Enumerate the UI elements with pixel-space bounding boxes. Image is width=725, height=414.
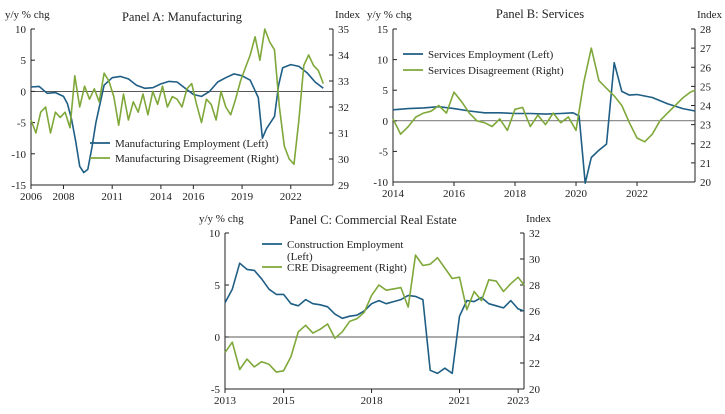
legend-label: Manufacturing Disagreement (Right) xyxy=(115,153,279,165)
right-axis-unit: Index xyxy=(526,213,552,225)
right-axis-unit: Index xyxy=(697,9,723,21)
left-tick-label: -5 xyxy=(379,146,389,158)
panel-c-commercial-real-estate: Panel C: Commercial Real Estate y/y % chg… xyxy=(199,213,552,407)
legend-label: CRE Disagreement (Right) xyxy=(287,262,407,274)
x-tick-label: 2022 xyxy=(280,191,302,203)
right-tick-label: 24 xyxy=(700,101,712,113)
right-tick-label: 24 xyxy=(529,332,541,344)
series-line-employment xyxy=(30,63,324,174)
left-tick-label: 10 xyxy=(15,24,27,36)
right-axis-unit: Index xyxy=(335,9,361,21)
x-tick-label: 2014 xyxy=(150,191,173,203)
left-tick-label: 5 xyxy=(21,55,27,67)
left-tick-label: 5 xyxy=(383,85,389,97)
left-tick-label: -10 xyxy=(373,177,388,189)
right-tick-label: 26 xyxy=(700,62,712,74)
right-tick-label: 35 xyxy=(338,24,350,36)
series-line-disagreement xyxy=(30,28,325,165)
x-tick-label: 2018 xyxy=(504,188,527,200)
panel-title: Panel B: Services xyxy=(496,7,584,21)
right-tick-label: 28 xyxy=(529,280,541,292)
left-tick-label: 0 xyxy=(215,332,221,344)
panel-title: Panel C: Commercial Real Estate xyxy=(289,213,457,227)
right-tick-label: 29 xyxy=(338,180,350,192)
left-tick-label: 5 xyxy=(215,280,221,292)
right-tick-label: 20 xyxy=(700,177,712,189)
right-tick-label: 26 xyxy=(529,306,541,318)
right-tick-label: 22 xyxy=(700,139,711,151)
series-line-employment xyxy=(392,61,696,184)
right-tick-label: 28 xyxy=(700,24,712,36)
left-tick-label: 0 xyxy=(383,116,389,128)
series-line-employment xyxy=(224,262,525,375)
left-tick-label: 10 xyxy=(209,228,221,240)
right-tick-label: 30 xyxy=(529,254,541,266)
right-tick-label: 20 xyxy=(529,384,541,396)
right-tick-label: 32 xyxy=(529,228,540,240)
panel-b-services: Panel B: Services y/y % chg Index 15 10 5 0 -5 -… xyxy=(367,7,723,200)
series-line-disagreement xyxy=(224,254,525,373)
x-tick-label: 2020 xyxy=(565,188,588,200)
series-line-disagreement xyxy=(392,47,696,143)
legend-label: Manufacturing Employment (Left) xyxy=(115,138,269,150)
right-tick-label: 33 xyxy=(338,76,350,88)
x-tick-label: 2019 xyxy=(231,191,254,203)
x-tick-label: 2006 xyxy=(20,191,43,203)
x-tick-label: 2018 xyxy=(361,395,384,407)
right-tick-label: 30 xyxy=(338,154,350,166)
right-tick-label: 27 xyxy=(700,43,712,55)
right-tick-label: 25 xyxy=(700,81,712,93)
right-tick-label: 23 xyxy=(700,120,712,132)
right-tick-label: 22 xyxy=(529,358,540,370)
x-tick-label: 2014 xyxy=(382,188,405,200)
right-tick-label: 31 xyxy=(338,128,349,140)
legend-label: Construction Employment (Left) xyxy=(287,239,403,263)
x-tick-label: 2022 xyxy=(626,188,648,200)
x-tick-label: 2013 xyxy=(214,395,237,407)
x-tick-label: 2016 xyxy=(182,191,205,203)
x-tick-label: 2023 xyxy=(507,395,530,407)
left-tick-label: -5 xyxy=(211,384,221,396)
left-tick-label: 10 xyxy=(377,55,389,67)
right-tick-label: 32 xyxy=(338,102,349,114)
legend-label: Services Disagreement (Right) xyxy=(428,65,564,77)
left-axis-unit: y/y % chg xyxy=(367,9,412,21)
x-tick-label: 2008 xyxy=(52,191,75,203)
left-axis-unit: y/y % chg xyxy=(5,9,50,21)
left-tick-label: 15 xyxy=(377,24,389,36)
left-axis-unit: y/y % chg xyxy=(199,213,244,225)
left-tick-label: -10 xyxy=(11,149,26,161)
left-tick-label: -15 xyxy=(11,180,26,192)
right-tick-label: 21 xyxy=(700,158,711,170)
right-tick-label: 34 xyxy=(338,50,350,62)
x-tick-label: 2011 xyxy=(101,191,123,203)
x-tick-label: 2015 xyxy=(273,395,296,407)
x-tick-label: 2021 xyxy=(449,395,471,407)
legend-label: Services Employment (Left) xyxy=(428,49,554,61)
x-tick-label: 2016 xyxy=(443,188,466,200)
left-tick-label: -5 xyxy=(17,118,27,130)
left-tick-label: 0 xyxy=(21,86,27,98)
panel-a-manufacturing: Panel A: Manufacturing y/y % chg Index 10 5 0… xyxy=(5,9,361,203)
panel-title: Panel A: Manufacturing xyxy=(122,10,243,24)
